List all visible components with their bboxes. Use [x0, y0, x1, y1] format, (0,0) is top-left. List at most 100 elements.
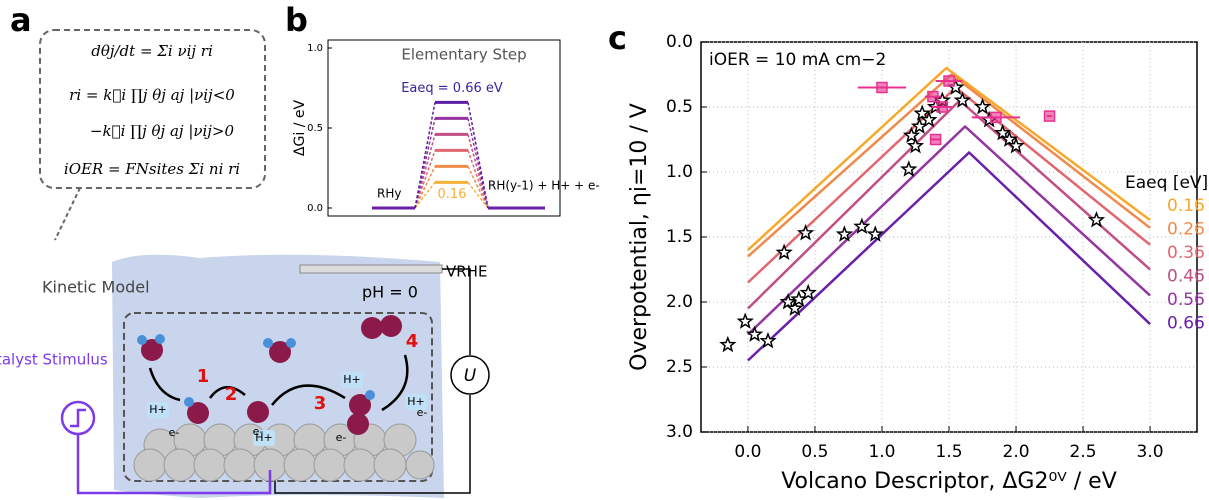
data-point [990, 111, 1002, 124]
y-tick-label: 2.5 [666, 357, 693, 377]
data-point [736, 312, 754, 329]
legend-entry: 0.66 [1167, 314, 1205, 334]
data-point [853, 217, 871, 235]
potential-label: VRHE [446, 263, 487, 281]
data-point [902, 126, 921, 144]
stimulus-label: Catalyst Stimulus [0, 351, 108, 369]
legend-entry: 0.26 [1167, 220, 1205, 240]
y-tick-label: 1.0 [307, 43, 323, 54]
electron-label: e- [336, 431, 347, 444]
volcano-line [747, 66, 1151, 251]
barrier-link [467, 181, 489, 209]
data-point [759, 331, 777, 349]
step-number: 4 [406, 331, 419, 352]
data-point [876, 81, 888, 94]
data-point [927, 90, 939, 103]
y-tick-label: 0.0 [666, 32, 693, 52]
equation: −k⃖i ∏j θj aj |νij>0 [90, 122, 235, 140]
molecules [137, 315, 402, 435]
data-point [953, 91, 972, 108]
data-point [1000, 130, 1019, 147]
volcano-line [747, 125, 1151, 336]
y-tick-label: 1.5 [666, 227, 693, 247]
ph-label: pH = 0 [362, 283, 418, 302]
barrier-link [467, 102, 489, 209]
data-point [1087, 210, 1106, 228]
electron-label: e- [253, 425, 264, 438]
legend-title: Eaeq [eV] [1125, 173, 1208, 193]
x-tick-label: 1.5 [935, 442, 962, 462]
legend-entry: 0.36 [1167, 243, 1205, 263]
callout [54, 187, 81, 241]
meter [450, 355, 490, 395]
reaction-arrows [148, 354, 409, 412]
proton-badge [147, 402, 169, 418]
x-tick-label: 3.0 [1137, 442, 1164, 462]
data-point [775, 243, 793, 261]
electron-label: e- [417, 406, 428, 419]
x-tick-label: 2.0 [1003, 442, 1030, 462]
volcano-line [747, 73, 1151, 258]
barrier-link [414, 166, 436, 209]
electrode [299, 264, 443, 274]
data-point [796, 223, 815, 241]
x-tick-label: 2.5 [1070, 442, 1097, 462]
data-point [1007, 136, 1025, 154]
data-point [906, 136, 925, 154]
y-tick-label: 0.0 [307, 203, 323, 214]
state-label: RHy [377, 187, 401, 201]
data-point [835, 225, 854, 242]
barrier-label: 0.16 [438, 187, 467, 202]
x-tick-label: 1.0 [868, 442, 895, 462]
annotation: iOER = 10 mA cm−2 [709, 50, 886, 70]
y-axis-label: Overpotential, ηi=10 / V [627, 103, 652, 371]
data-point [900, 160, 918, 177]
data-point [745, 325, 764, 342]
data-point [943, 75, 955, 87]
data-point [929, 133, 942, 146]
y-tick-label: 2.0 [666, 292, 693, 312]
y-axis-label: ΔGi / eV [292, 100, 308, 157]
reaction-box [123, 312, 433, 482]
y-tick-label: 3.0 [666, 422, 693, 442]
circuit-wire [274, 268, 471, 494]
barrier-link [467, 134, 489, 209]
barrier-link [414, 102, 436, 209]
proton-label: H+ [343, 373, 361, 386]
proton-badge [405, 394, 427, 410]
state-label: RH(y-1) + H+ + e- [488, 179, 600, 193]
y-tick-label: 1.0 [666, 162, 693, 182]
equation: ri = k⃗i ∏j θj aj |νij<0 [69, 86, 235, 104]
step-number: 3 [314, 393, 327, 414]
data-point [786, 299, 804, 316]
panel-label: b [285, 1, 308, 39]
volcano-line [747, 151, 1151, 362]
legend-entry: 0.46 [1167, 267, 1205, 287]
plot-frame [327, 39, 561, 217]
data-point [920, 110, 938, 128]
data-point [779, 292, 797, 310]
data-point [799, 283, 817, 301]
y-tick-label: 0.5 [307, 123, 323, 134]
x-tick-label: 0.0 [734, 442, 761, 462]
step-number: 2 [225, 384, 238, 405]
y-tick-label: 0.5 [666, 97, 693, 117]
equation: iOER = FNsites Σi ni ri [64, 160, 240, 178]
x-axis-label: Volcano Descriptor, ΔG2⁰ⱽ / eV [781, 469, 1117, 494]
data-point [719, 335, 737, 353]
proton-label: H+ [407, 395, 425, 408]
data-point [913, 104, 931, 121]
data-point [993, 123, 1012, 141]
barrier-link [414, 181, 436, 209]
meter-label: U [464, 366, 477, 386]
chart-title: Elementary Step [401, 46, 526, 64]
panel-label: a [10, 1, 32, 39]
legend-entry: 0.16 [1167, 196, 1205, 216]
panel-label: c [608, 19, 627, 57]
data-point [1043, 110, 1056, 122]
stimulus-wire [70, 408, 272, 495]
equation-box [39, 29, 266, 189]
electron-label: e- [169, 426, 180, 439]
catalyst-surface [133, 423, 435, 482]
